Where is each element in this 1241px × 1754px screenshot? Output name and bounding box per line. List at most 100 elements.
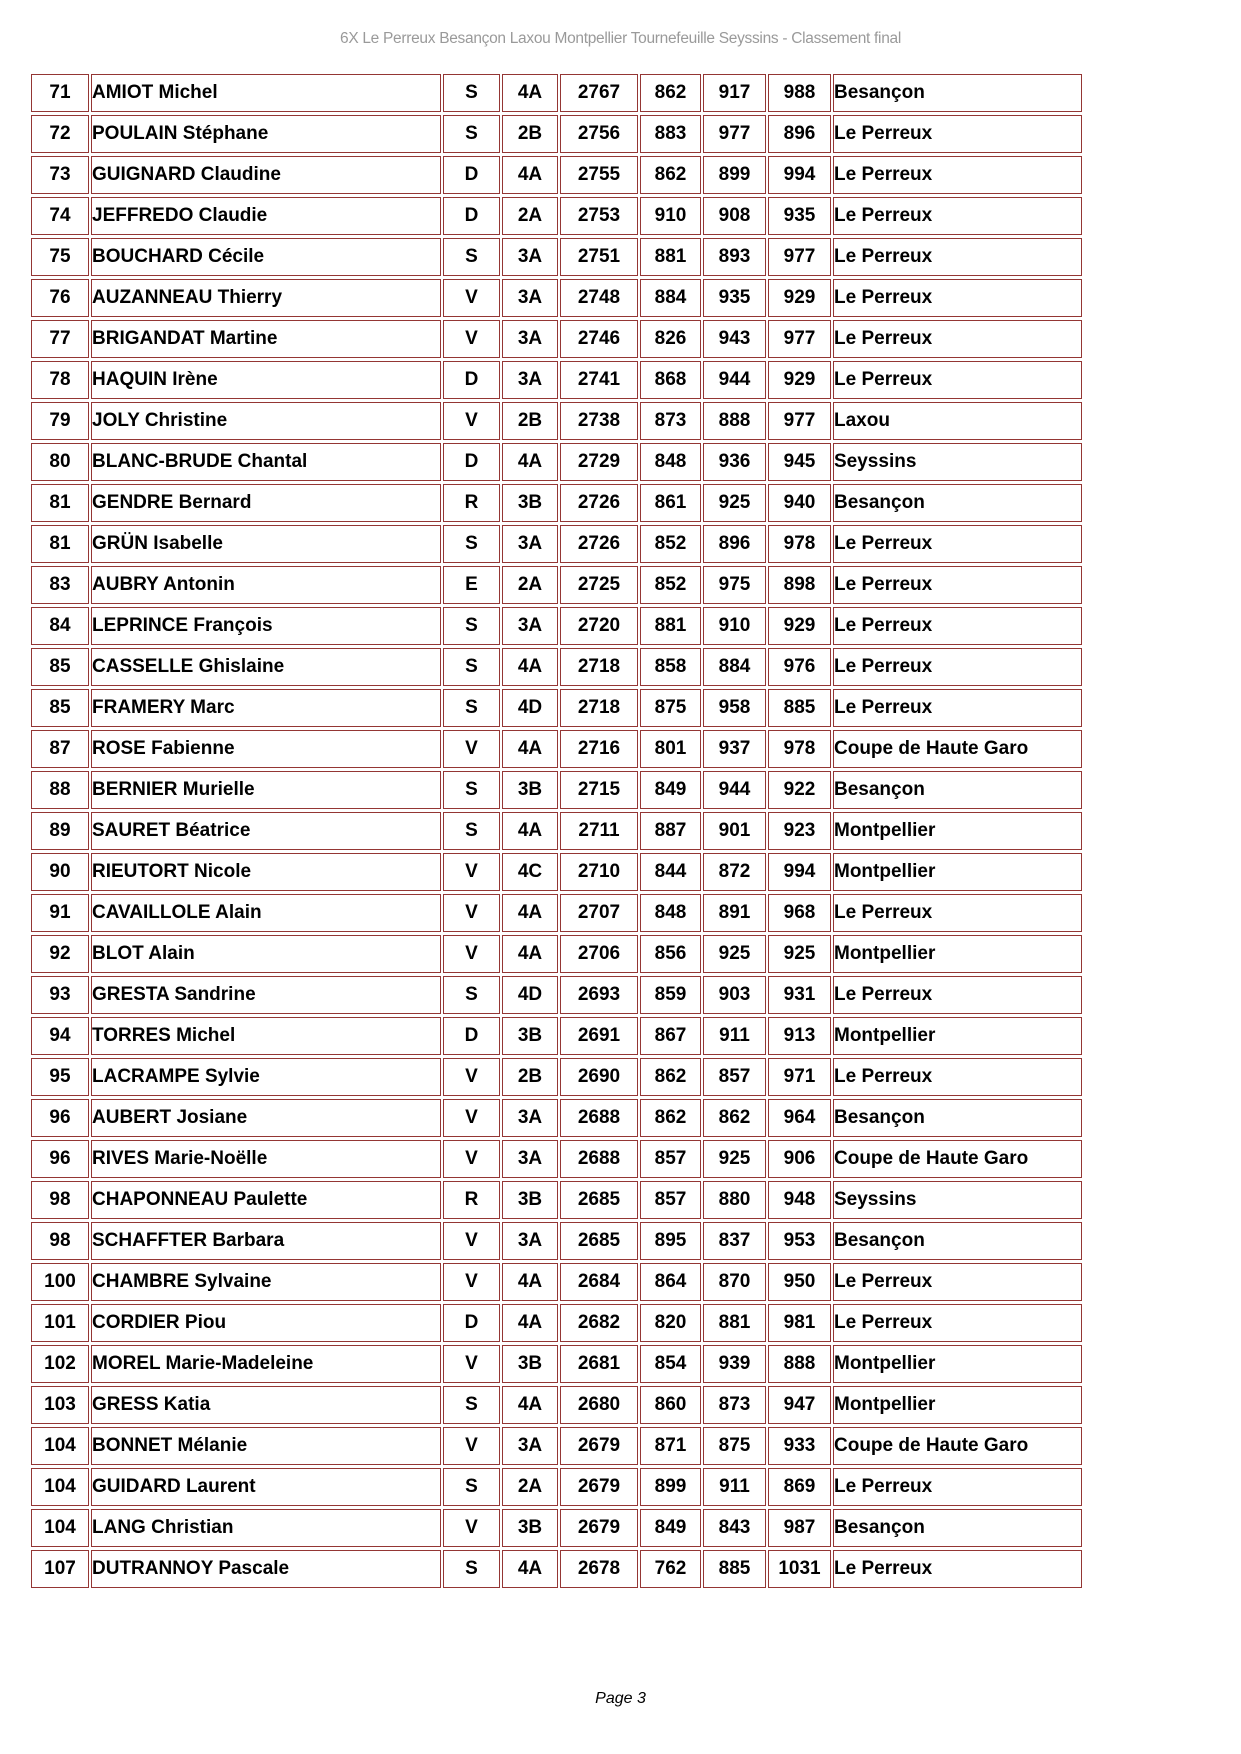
cell-name: CHAMBRE Sylvaine (91, 1263, 441, 1301)
cell-r3: 925 (768, 935, 831, 973)
cell-r1: 881 (640, 607, 701, 645)
table-row: 98 CHAPONNEAU Paulette R 3B 2685 857 880 948 Sey… (31, 1181, 1082, 1219)
cell-name: BOUCHARD Cécile (91, 238, 441, 276)
cell-series: 4A (502, 1304, 558, 1342)
table-row: 94 TORRES Michel D 3B 2691 867 911 913 Montpelli… (31, 1017, 1082, 1055)
cell-r1: 883 (640, 115, 701, 153)
cell-category: D (443, 443, 500, 481)
cell-total: 2693 (560, 976, 638, 1014)
cell-r2: 872 (703, 853, 766, 891)
cell-name: LACRAMPE Sylvie (91, 1058, 441, 1096)
cell-series: 3A (502, 525, 558, 563)
cell-name: SAURET Béatrice (91, 812, 441, 850)
cell-category: S (443, 74, 500, 112)
cell-name: JOLY Christine (91, 402, 441, 440)
cell-club: Le Perreux (833, 279, 1082, 317)
cell-club: Le Perreux (833, 238, 1082, 276)
cell-r1: 849 (640, 771, 701, 809)
table-row: 103 GRESS Katia S 4A 2680 860 873 947 Montpellie… (31, 1386, 1082, 1424)
cell-club: Le Perreux (833, 1304, 1082, 1342)
cell-r1: 762 (640, 1550, 701, 1588)
cell-name: AUBERT Josiane (91, 1099, 441, 1137)
cell-series: 4A (502, 156, 558, 194)
cell-rank: 95 (31, 1058, 89, 1096)
cell-total: 2738 (560, 402, 638, 440)
cell-total: 2726 (560, 484, 638, 522)
cell-r2: 896 (703, 525, 766, 563)
cell-r3: 945 (768, 443, 831, 481)
cell-rank: 98 (31, 1181, 89, 1219)
cell-category: V (443, 1427, 500, 1465)
cell-total: 2685 (560, 1222, 638, 1260)
cell-r3: 906 (768, 1140, 831, 1178)
cell-r1: 887 (640, 812, 701, 850)
cell-name: BERNIER Murielle (91, 771, 441, 809)
table-row: 81 GENDRE Bernard R 3B 2726 861 925 940 Besançon (31, 484, 1082, 522)
table-row: 92 BLOT Alain V 4A 2706 856 925 925 Montpellier (31, 935, 1082, 973)
cell-total: 2725 (560, 566, 638, 604)
cell-category: S (443, 115, 500, 153)
cell-name: JEFFREDO Claudie (91, 197, 441, 235)
page-number: Page 3 (595, 1690, 646, 1707)
table-row: 81 GRÜN Isabelle S 3A 2726 852 896 978 Le Perreu… (31, 525, 1082, 563)
cell-total: 2707 (560, 894, 638, 932)
cell-category: V (443, 1345, 500, 1383)
cell-name: LEPRINCE François (91, 607, 441, 645)
cell-r2: 884 (703, 648, 766, 686)
cell-category: S (443, 238, 500, 276)
cell-category: V (443, 935, 500, 973)
cell-total: 2681 (560, 1345, 638, 1383)
cell-series: 4D (502, 689, 558, 727)
cell-rank: 85 (31, 689, 89, 727)
cell-r1: 860 (640, 1386, 701, 1424)
table-row: 102 MOREL Marie-Madeleine V 3B 2681 854 939 888… (31, 1345, 1082, 1383)
cell-club: Le Perreux (833, 115, 1082, 153)
cell-series: 3A (502, 320, 558, 358)
cell-name: HAQUIN Irène (91, 361, 441, 399)
cell-rank: 104 (31, 1509, 89, 1547)
cell-r2: 862 (703, 1099, 766, 1137)
cell-club: Coupe de Haute Garo (833, 730, 1082, 768)
cell-name: RIVES Marie-Noëlle (91, 1140, 441, 1178)
cell-series: 3A (502, 279, 558, 317)
cell-category: S (443, 525, 500, 563)
cell-club: Montpellier (833, 853, 1082, 891)
cell-r2: 880 (703, 1181, 766, 1219)
cell-total: 2720 (560, 607, 638, 645)
cell-rank: 100 (31, 1263, 89, 1301)
cell-club: Besançon (833, 1509, 1082, 1547)
cell-r2: 911 (703, 1017, 766, 1055)
cell-rank: 96 (31, 1099, 89, 1137)
cell-r2: 911 (703, 1468, 766, 1506)
cell-rank: 91 (31, 894, 89, 932)
cell-r2: 857 (703, 1058, 766, 1096)
cell-category: V (443, 1263, 500, 1301)
cell-r1: 864 (640, 1263, 701, 1301)
cell-r2: 885 (703, 1550, 766, 1588)
cell-r1: 899 (640, 1468, 701, 1506)
cell-r3: 994 (768, 156, 831, 194)
cell-category: D (443, 1017, 500, 1055)
table-row: 71 AMIOT Michel S 4A 2767 862 917 988 Besançon (31, 74, 1082, 112)
cell-series: 4A (502, 1550, 558, 1588)
cell-r3: 981 (768, 1304, 831, 1342)
cell-series: 3B (502, 1017, 558, 1055)
cell-rank: 89 (31, 812, 89, 850)
table-row: 76 AUZANNEAU Thierry V 3A 2748 884 935 929 Le Pe… (31, 279, 1082, 317)
cell-r1: 873 (640, 402, 701, 440)
cell-category: S (443, 771, 500, 809)
cell-rank: 98 (31, 1222, 89, 1260)
cell-r3: 923 (768, 812, 831, 850)
cell-name: GRESTA Sandrine (91, 976, 441, 1014)
cell-name: TORRES Michel (91, 1017, 441, 1055)
cell-category: R (443, 1181, 500, 1219)
cell-rank: 74 (31, 197, 89, 235)
table-row: 80 BLANC-BRUDE Chantal D 4A 2729 848 936 945 Sey… (31, 443, 1082, 481)
cell-club: Le Perreux (833, 1550, 1082, 1588)
cell-category: S (443, 976, 500, 1014)
cell-name: GRÜN Isabelle (91, 525, 441, 563)
cell-name: FRAMERY Marc (91, 689, 441, 727)
cell-r2: 958 (703, 689, 766, 727)
cell-r3: 978 (768, 525, 831, 563)
